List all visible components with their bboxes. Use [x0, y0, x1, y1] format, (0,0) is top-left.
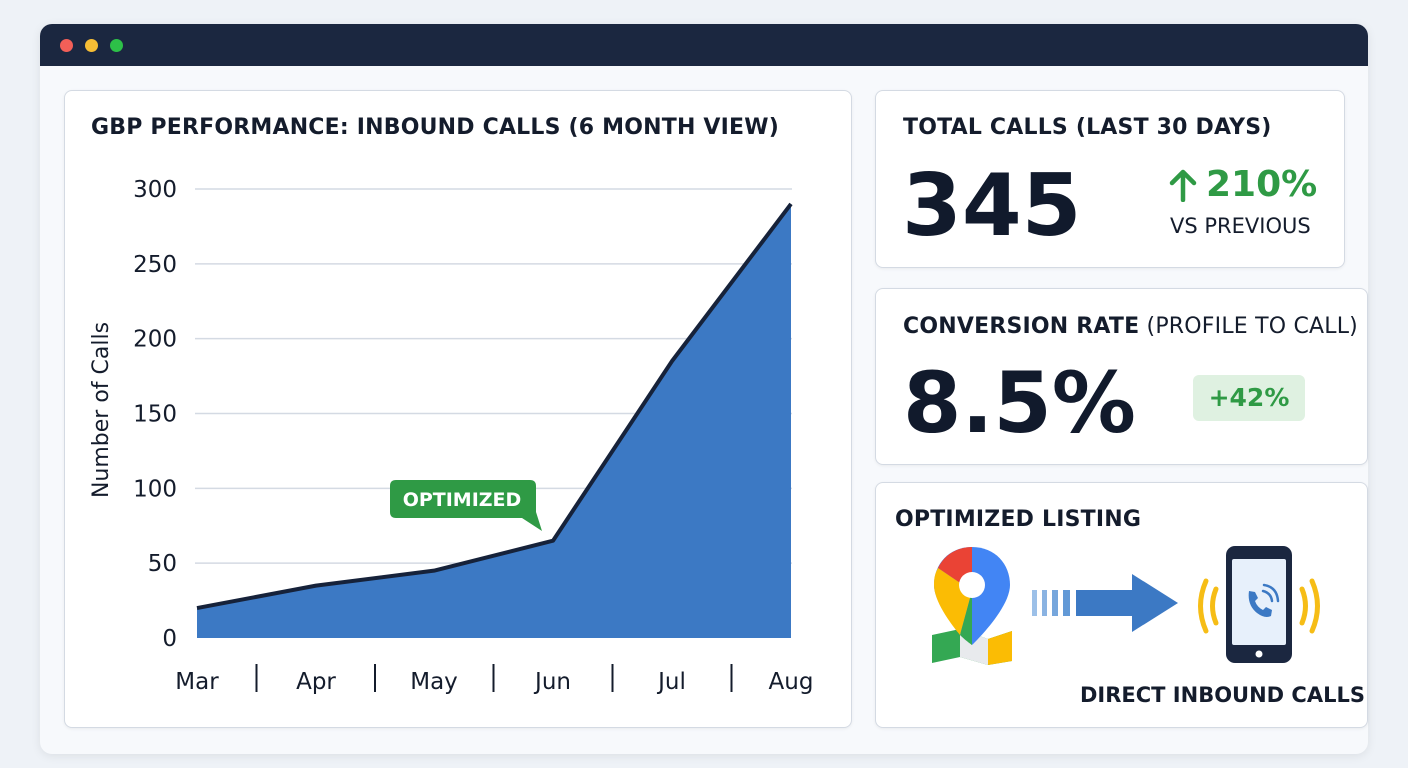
arrow-up-icon: [1169, 169, 1197, 202]
conversion-title-bold: CONVERSION RATE: [903, 314, 1140, 339]
conversion-title: CONVERSION RATE (PROFILE TO CALL): [903, 314, 1358, 339]
arrow-right-icon: [1032, 574, 1178, 632]
total-calls-card: TOTAL CALLS (LAST 30 DAYS) 345 210% VS P…: [875, 90, 1345, 268]
conversion-card: CONVERSION RATE (PROFILE TO CALL) 8.5% +…: [875, 288, 1368, 465]
optimized-listing-card: OPTIMIZED LISTING DIRECT INBOUND CALLS: [875, 482, 1368, 728]
total-calls-title: TOTAL CALLS (LAST 30 DAYS): [903, 115, 1272, 140]
conversion-value: 8.5%: [903, 354, 1136, 452]
calls-chart-card: GBP PERFORMANCE: INBOUND CALLS (6 MONTH …: [64, 90, 852, 728]
maximize-window-button[interactable]: [110, 39, 123, 52]
total-calls-change-value: 210%: [1206, 164, 1318, 205]
window-titlebar: [40, 24, 1368, 66]
direct-inbound-calls-caption: DIRECT INBOUND CALLS: [1080, 683, 1365, 707]
conversion-change-badge: +42%: [1193, 375, 1305, 421]
conversion-title-rest: (PROFILE TO CALL): [1139, 314, 1358, 339]
phone-call-icon: [1198, 546, 1320, 663]
minimize-window-button[interactable]: [85, 39, 98, 52]
chart-title: GBP PERFORMANCE: INBOUND CALLS (6 MONTH …: [91, 115, 779, 140]
total-calls-value: 345: [902, 156, 1082, 256]
total-calls-change-caption: VS PREVIOUS: [1170, 214, 1311, 238]
total-calls-change: 210%: [1168, 167, 1317, 203]
optimized-listing-title: OPTIMIZED LISTING: [895, 507, 1142, 532]
close-window-button[interactable]: [60, 39, 73, 52]
map-pin-icon: [932, 547, 1012, 665]
